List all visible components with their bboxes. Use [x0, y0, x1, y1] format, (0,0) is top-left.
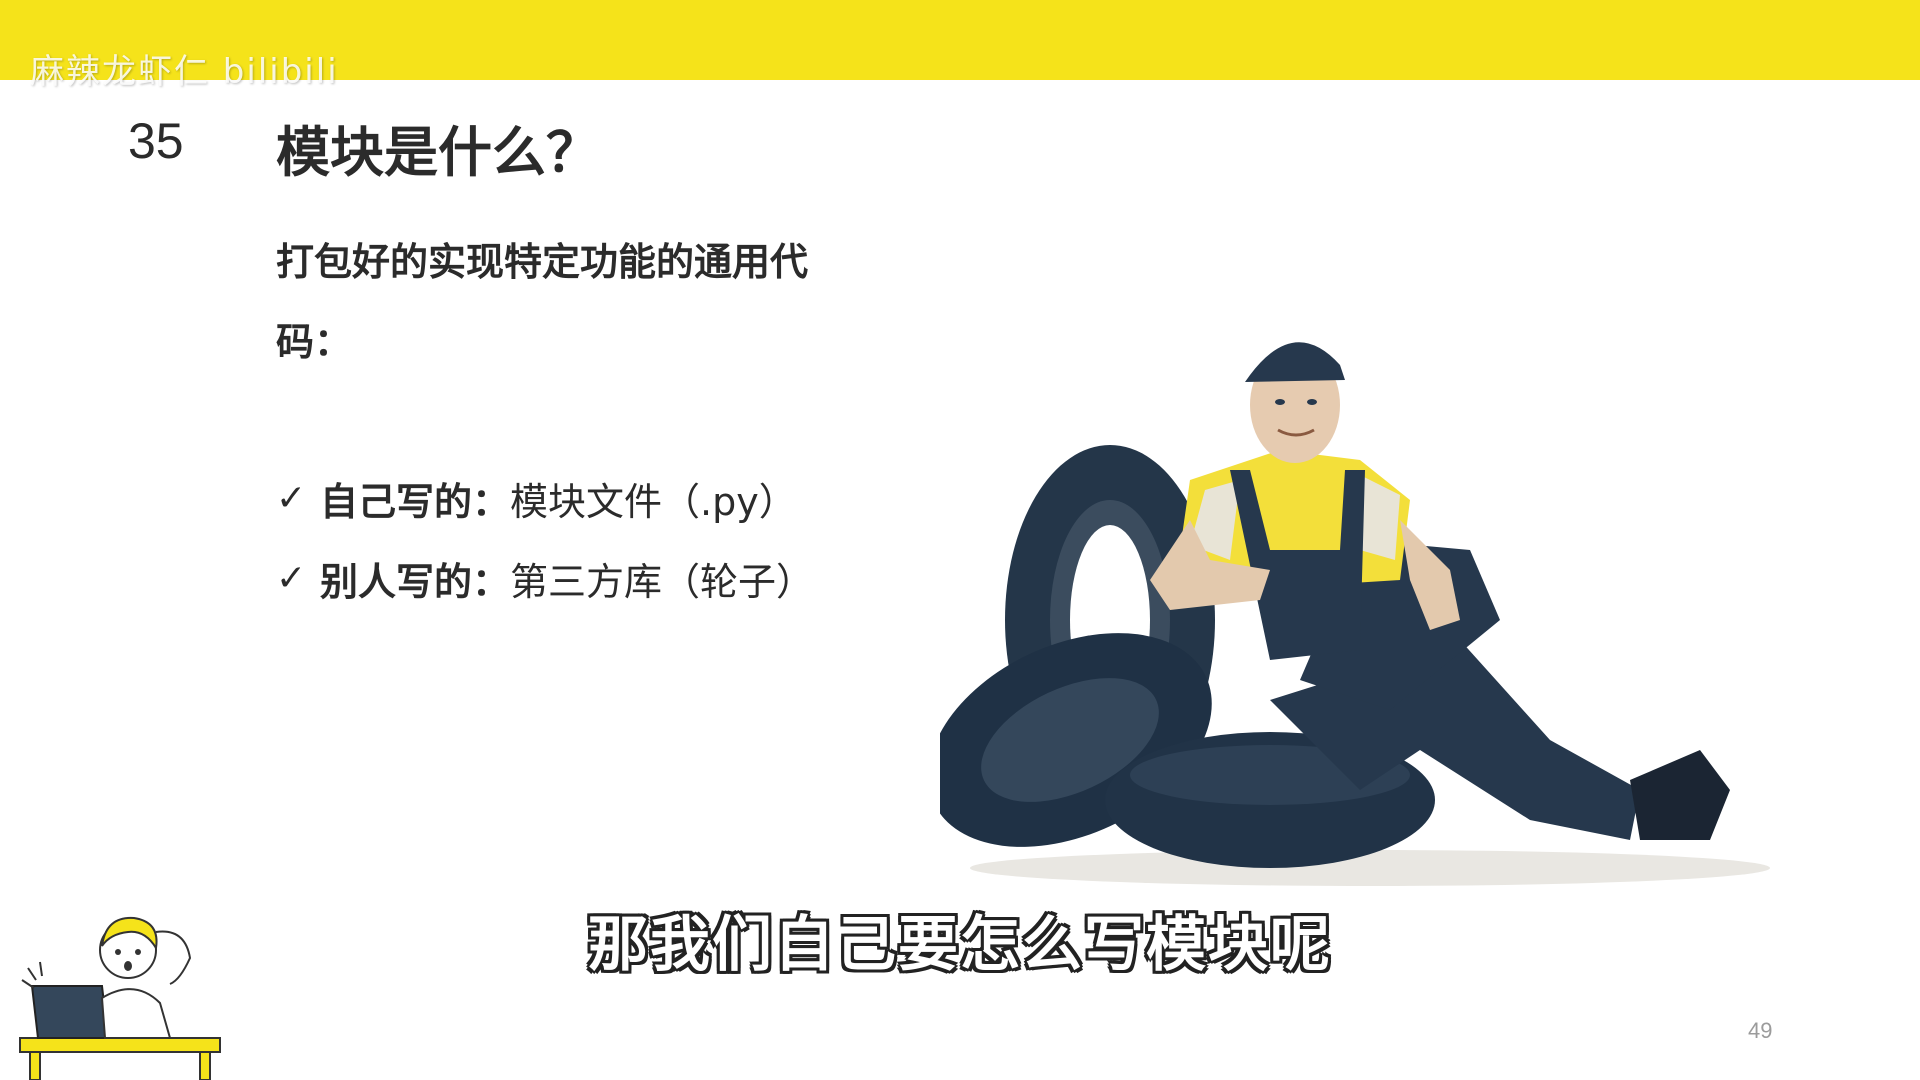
mechanic-with-tires-illustration [940, 342, 1770, 886]
check-icon: ✓ [276, 557, 307, 599]
bullet-text: 模块文件（.py） [510, 479, 797, 524]
slide-title: 模块是什么？ [276, 121, 600, 184]
definition-text: 打包好的实现特定功能的通用代码： [276, 240, 809, 364]
bullet-item-own-module: ✓ 自己写的： 模块文件（.py） [276, 458, 814, 538]
check-icon: ✓ [276, 477, 307, 519]
bullet-item-third-party: ✓ 别人写的： 第三方库（轮子） [276, 538, 814, 618]
channel-watermark: 麻辣龙虾仁 bilibili [30, 52, 339, 92]
bullet-label: 自己写的： [320, 479, 511, 524]
bullet-label: 别人写的： [320, 559, 511, 604]
bullet-list: ✓ 自己写的： 模块文件（.py） ✓ 别人写的： 第三方库（轮子） [276, 458, 814, 618]
slide-number: 35 [128, 113, 184, 169]
bullet-text: 第三方库（轮子） [510, 559, 815, 604]
girl-with-laptop-mascot [19, 916, 221, 1080]
top-accent-bar [0, 0, 1920, 80]
video-subtitle: 那我们自己要怎么写模块呢 [588, 910, 1332, 980]
page-number: 49 [1748, 1018, 1773, 1043]
